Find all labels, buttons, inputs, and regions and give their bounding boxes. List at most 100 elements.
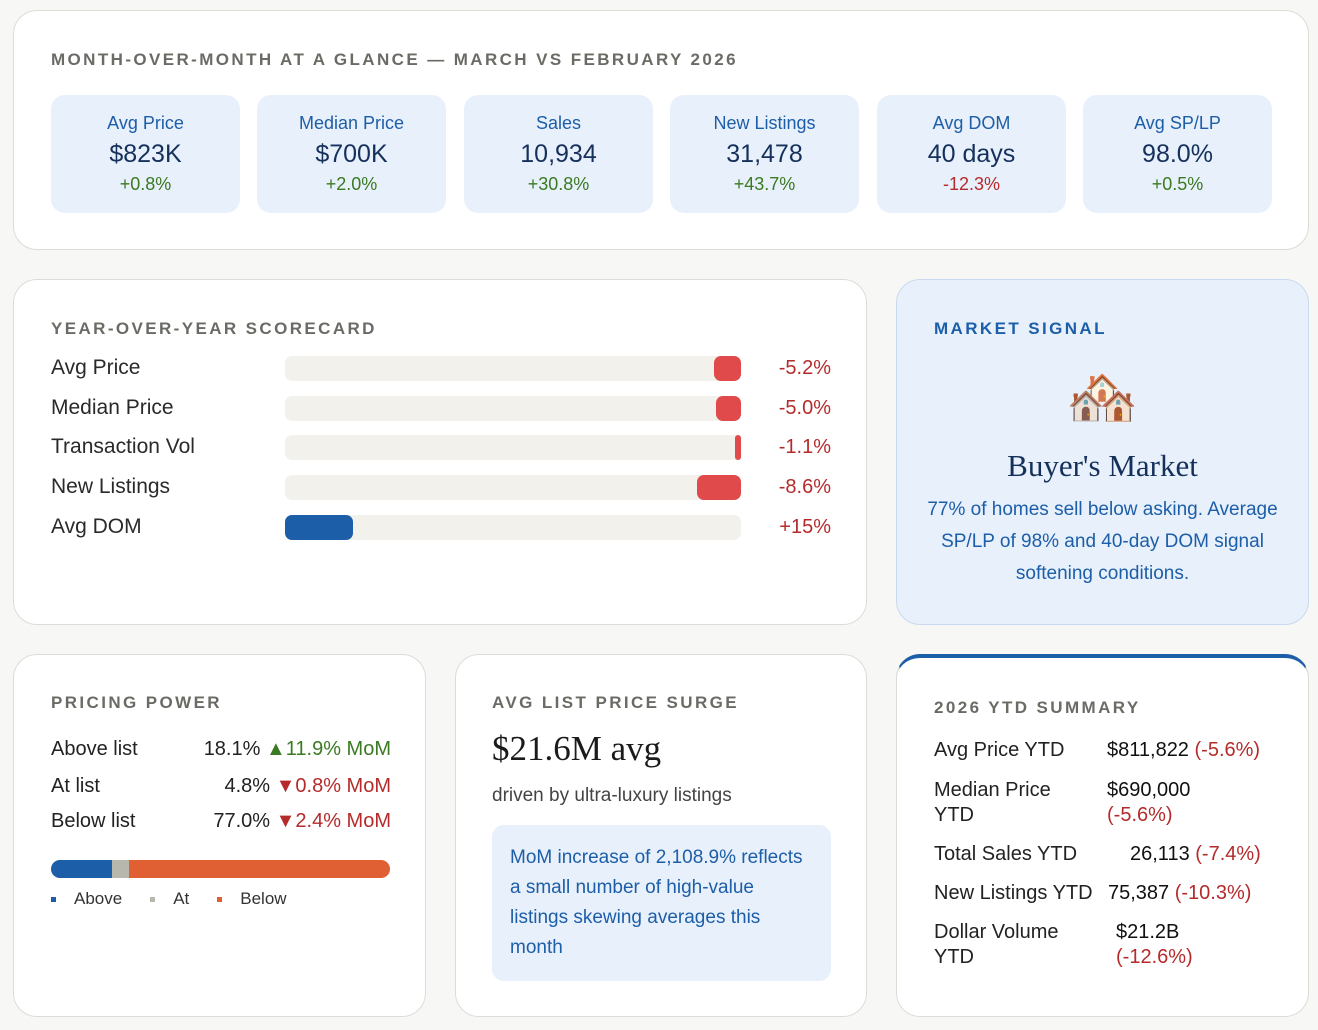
stack-segment-at (112, 860, 129, 878)
tile-avg-price: Avg Price $823K +0.8% (51, 95, 240, 213)
signal-text: 77% of homes sell below asking. Average … (927, 499, 1278, 584)
tile-change: +0.8% (119, 174, 172, 194)
ytd-row-change: (-5.6%) (1107, 804, 1173, 826)
tile-change: +43.7% (733, 174, 796, 194)
ytd-row-new-listings: New Listings YTD 75,387 (-10.3%) (934, 881, 1274, 906)
mom-title: MONTH-OVER-MONTH AT A GLANCE — MARCH VS … (51, 50, 738, 69)
tile-value: 98.0% (1142, 140, 1213, 168)
pricing-legend: Above At Below (51, 889, 315, 909)
tile-new-listings: New Listings 31,478 +43.7% (670, 95, 859, 213)
ytd-row-change: (-12.6%) (1116, 946, 1193, 968)
yoy-bar-track (285, 356, 741, 381)
tile-change: +2.0% (325, 174, 378, 194)
yoy-row-value: -8.6% (778, 476, 831, 498)
ytd-row-change: (-7.4%) (1195, 843, 1261, 865)
yoy-row-label: Avg Price (51, 356, 141, 379)
tile-value: 40 days (927, 140, 1016, 168)
ytd-title: 2026 YTD SUMMARY (934, 698, 1141, 717)
tile-change: -12.3% (942, 174, 1001, 194)
houses-icon: 🏘️ (1066, 365, 1139, 430)
tile-name: Avg DOM (932, 113, 1011, 133)
stack-segment-above (51, 860, 113, 878)
yoy-scorecard-card: YEAR-OVER-YEAR SCORECARD Avg Price -5.2%… (13, 279, 867, 625)
pricing-stacked-bar (51, 860, 390, 878)
surge-subtitle: driven by ultra-luxury listings (492, 785, 732, 806)
legend-swatch (51, 896, 56, 902)
yoy-bar-track (285, 515, 741, 540)
yoy-bar-track (285, 435, 741, 460)
tile-change: +30.8% (527, 174, 590, 194)
yoy-row-value: -5.2% (778, 357, 831, 379)
stack-segment-below (128, 860, 390, 878)
arrow-down-icon: ▼ (275, 810, 296, 832)
yoy-row-label: Transaction Vol (51, 435, 195, 458)
ytd-summary-card: 2026 YTD SUMMARY Avg Price YTD $811,822 … (896, 654, 1309, 1017)
pricing-row-value: 18.1% (203, 738, 261, 760)
tile-sales: Sales 10,934 +30.8% (464, 95, 653, 213)
yoy-bar-track (285, 396, 741, 421)
tile-change: +0.5% (1151, 174, 1204, 194)
legend-swatch (150, 896, 156, 902)
legend-item-at: At (150, 889, 189, 909)
signal-title: MARKET SIGNAL (934, 319, 1107, 338)
yoy-row-avg-price: Avg Price -5.2% (51, 355, 831, 381)
tile-name: Median Price (298, 113, 405, 133)
mom-card: MONTH-OVER-MONTH AT A GLANCE — MARCH VS … (13, 10, 1309, 250)
legend-item-above: Above (51, 889, 122, 909)
ytd-row-change: (-5.6%) (1194, 739, 1261, 761)
arrow-down-icon: ▼ (275, 775, 296, 797)
tile-value: 10,934 (520, 140, 597, 168)
yoy-row-value: +15% (779, 516, 831, 538)
tile-name: New Listings (713, 113, 816, 133)
ytd-row-value: $690,000 (1107, 779, 1191, 801)
ytd-row-value: $811,822 (1107, 739, 1189, 761)
surge-value: $21.6M avg (492, 729, 662, 768)
signal-heading: Buyer's Market (1007, 448, 1198, 483)
yoy-row-avg-dom: Avg DOM +15% (51, 514, 831, 540)
tile-name: Avg SP/LP (1134, 113, 1221, 133)
yoy-bar (735, 435, 741, 460)
legend-item-below: Below (217, 889, 287, 909)
list-price-surge-card: AVG LIST PRICE SURGE $21.6M avg driven b… (455, 654, 867, 1017)
yoy-row-value: -5.0% (778, 397, 831, 419)
yoy-row-label: Avg DOM (51, 515, 142, 538)
pricing-row-change: 2.4% MoM (295, 810, 391, 832)
pricing-row-value: 77.0% (213, 810, 271, 832)
ytd-row-value: $21.2B (1116, 921, 1180, 943)
pricing-row-at: At list 4.8% ▼0.8% MoM (51, 772, 391, 800)
legend-label: Below (240, 889, 287, 908)
tile-value: 31,478 (726, 140, 803, 168)
tile-name: Sales (535, 113, 582, 133)
pricing-row-label: Below list (51, 810, 136, 832)
tile-name: Avg Price (107, 113, 184, 133)
pricing-power-card: PRICING POWER Above list 18.1% ▲11.9% Mo… (13, 654, 426, 1017)
yoy-row-value: -1.1% (778, 436, 831, 458)
pricing-row-change: 0.8% MoM (295, 775, 391, 797)
ytd-row-avg-price: Avg Price YTD $811,822 (-5.6%) (934, 738, 1274, 763)
ytd-row-value: 75,387 (1108, 882, 1170, 904)
ytd-row-change: (-10.3%) (1174, 882, 1252, 904)
yoy-row-median-price: Median Price -5.0% (51, 395, 831, 421)
pricing-row-label: Above list (51, 738, 138, 760)
yoy-bar (715, 396, 741, 421)
pricing-title: PRICING POWER (51, 693, 222, 712)
pricing-row-below: Below list 77.0% ▼2.4% MoM (51, 807, 391, 835)
ytd-row-label: Median Price YTD (934, 779, 1051, 826)
pricing-row-label: At list (51, 775, 100, 797)
tile-value: $700K (315, 140, 388, 168)
ytd-row-total-sales: Total Sales YTD 26,113 (-7.4%) (934, 842, 1274, 867)
legend-swatch (217, 896, 223, 902)
yoy-row-new-listings: New Listings -8.6% (51, 474, 831, 500)
ytd-row-label: New Listings YTD (934, 882, 1093, 904)
tile-avg-dom: Avg DOM 40 days -12.3% (877, 95, 1066, 213)
arrow-up-icon: ▲ (265, 738, 286, 760)
yoy-title: YEAR-OVER-YEAR SCORECARD (51, 319, 377, 338)
legend-label: Above (74, 889, 123, 908)
ytd-row-median-price: Median Price YTD $690,000 (-5.6%) (934, 778, 1274, 828)
surge-note: MoM increase of 2,108.9% reflects a smal… (492, 825, 831, 981)
surge-title: AVG LIST PRICE SURGE (492, 693, 739, 712)
tile-value: $823K (109, 140, 182, 168)
yoy-row-transaction-vol: Transaction Vol -1.1% (51, 434, 831, 460)
ytd-row-label: Dollar Volume YTD (934, 921, 1059, 968)
yoy-bar-track (285, 475, 741, 500)
